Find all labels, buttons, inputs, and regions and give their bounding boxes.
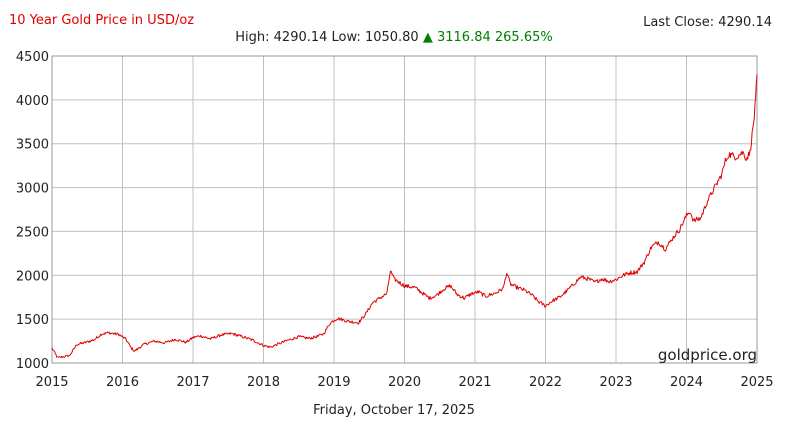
y-tick-label: 2000 — [16, 269, 49, 284]
x-tick-label: 2016 — [106, 375, 139, 390]
high-low-stats: High: 4290.14 Low: 1050.80 ▲ 3116.84 265… — [0, 30, 788, 45]
x-tick-label: 2019 — [317, 375, 350, 390]
y-tick-label: 2500 — [16, 225, 49, 240]
x-tick-label: 2021 — [458, 375, 491, 390]
series-layer — [51, 74, 758, 358]
plot-border — [51, 55, 758, 364]
high-low-text: High: 4290.14 Low: 1050.80 — [235, 30, 419, 45]
tick-labels: 1000 1500 2000 2500 3000 3500 4000 4500 2015 2016… — [16, 50, 774, 390]
price-series-line — [51, 74, 758, 358]
y-tick-label: 4000 — [16, 94, 49, 109]
chart-title: 10 Year Gold Price in USD/oz — [9, 13, 195, 28]
x-tick-label: 2015 — [35, 375, 68, 390]
x-tick-label: 2025 — [740, 375, 773, 390]
x-tick-label: 2024 — [670, 375, 703, 390]
last-close-label: Last Close: 4290.14 — [643, 15, 772, 30]
x-tick-label: 2022 — [529, 375, 562, 390]
grid-layer — [51, 55, 758, 364]
y-tick-label: 3000 — [16, 182, 49, 197]
y-tick-label: 3500 — [16, 138, 49, 153]
x-tick-label: 2018 — [247, 375, 280, 390]
footer-date: Friday, October 17, 2025 — [313, 403, 475, 418]
x-tick-label: 2020 — [388, 375, 421, 390]
y-tick-label: 4500 — [16, 50, 49, 65]
x-tick-label: 2023 — [599, 375, 632, 390]
y-tick-label: 1000 — [16, 357, 49, 372]
x-tick-label: 2017 — [176, 375, 209, 390]
change-text: ▲ 3116.84 265.65% — [422, 30, 553, 45]
watermark: goldprice.org — [658, 346, 757, 364]
y-tick-label: 1500 — [16, 313, 49, 328]
